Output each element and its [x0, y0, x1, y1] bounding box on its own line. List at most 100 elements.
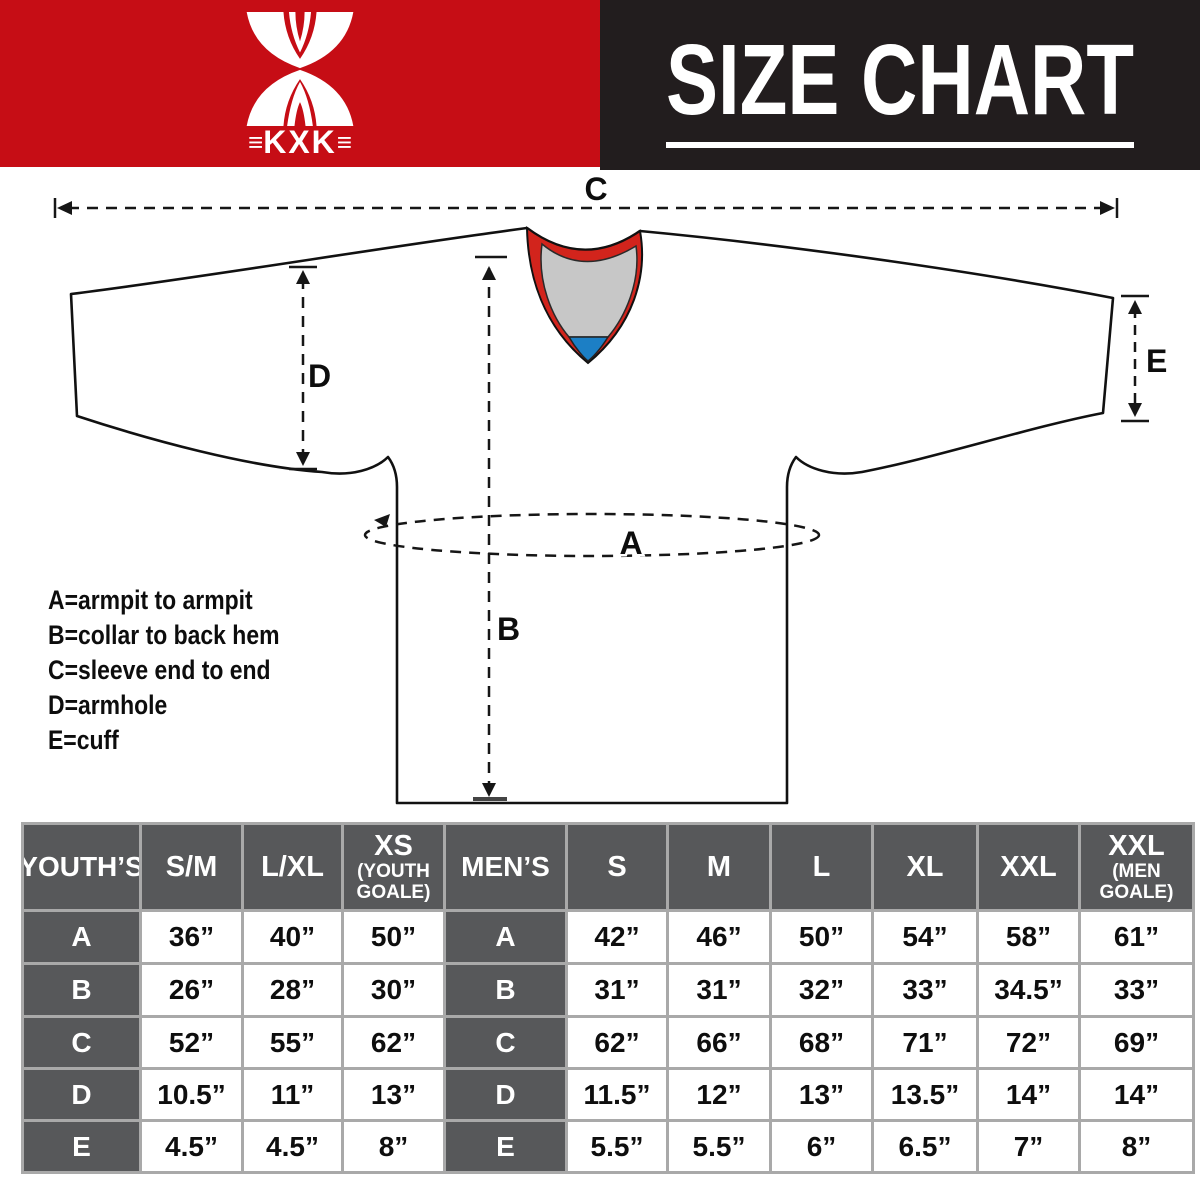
label-b: B [497, 611, 520, 647]
table-cell: 4.5” [142, 1122, 241, 1171]
youth-row-label: D [24, 1070, 139, 1119]
logo-right-tick: ≡ [336, 127, 352, 157]
men-col-header: XXL [979, 825, 1078, 909]
legend-line-b: B=collar to back hem [48, 620, 280, 650]
jersey-diagram: C D B E A [53, 170, 1170, 805]
table-cell: 5.5” [568, 1122, 666, 1171]
e-arrowhead-top [1128, 300, 1142, 314]
youth-table-title: YOUTH’S [24, 825, 139, 909]
size-table: YOUTH’S S/M L/XL XS (YOUTH GOALE) MEN’S … [21, 822, 1195, 1174]
table-cell: 62” [344, 1018, 443, 1067]
table-cell: 11” [244, 1070, 341, 1119]
b-arrowhead-bottom [482, 783, 496, 797]
table-cell: 13” [772, 1070, 871, 1119]
measurement-legend: A=armpit to armpit B=collar to back hem … [48, 583, 280, 758]
brand-panel: ≡KXK≡ [0, 0, 600, 167]
b-arrowhead-top [482, 266, 496, 280]
e-arrowhead-bottom [1128, 403, 1142, 417]
table-cell: 31” [669, 965, 769, 1015]
table-cell: 10.5” [142, 1070, 241, 1119]
brand-wordmark: ≡KXK≡ [248, 126, 352, 158]
table-cell: 33” [1081, 965, 1192, 1015]
legend-line-a: A=armpit to armpit [48, 585, 253, 615]
table-cell: 7” [979, 1122, 1078, 1171]
table-cell: 4.5” [244, 1122, 341, 1171]
table-cell: 5.5” [669, 1122, 769, 1171]
c-arrowhead-left [57, 201, 72, 215]
brand-name: KXK [263, 124, 337, 160]
measure-c-arrow [53, 198, 1119, 218]
a-arrowhead [374, 514, 390, 527]
youth-row-label: C [24, 1018, 139, 1067]
collar-blue-vee [567, 336, 610, 362]
table-cell: 13” [344, 1070, 443, 1119]
collar [525, 225, 644, 365]
table-cell: 8” [344, 1122, 443, 1171]
title-underline [666, 142, 1134, 148]
table-cell: 40” [244, 912, 341, 962]
header-banner: ≡KXK≡ SIZE CHART [0, 0, 1200, 170]
table-cell: 62” [568, 1018, 666, 1067]
table-cell: 32” [772, 965, 871, 1015]
table-cell: 50” [772, 912, 871, 962]
table-cell: 30” [344, 965, 443, 1015]
table-cell: 55” [244, 1018, 341, 1067]
table-cell: 42” [568, 912, 666, 962]
table-cell: 58” [979, 912, 1078, 962]
d-arrowhead-top [296, 270, 310, 284]
table-cell: 36” [142, 912, 241, 962]
men-row-label: B [446, 965, 565, 1015]
table-cell: 69” [1081, 1018, 1192, 1067]
men-col-header: S [568, 825, 666, 909]
measure-d-arrow [289, 265, 317, 471]
d-arrowhead-bottom [296, 452, 310, 466]
men-col-header: XL [874, 825, 976, 909]
table-cell: 72” [979, 1018, 1078, 1067]
legend-line-c: C=sleeve end to end [48, 655, 271, 685]
table-cell: 26” [142, 965, 241, 1015]
table-cell: 14” [1081, 1070, 1192, 1119]
table-cell: 52” [142, 1018, 241, 1067]
youth-row-label: B [24, 965, 139, 1015]
title-block: SIZE CHART [600, 0, 1200, 148]
table-cell: 33” [874, 965, 976, 1015]
table-cell: 68” [772, 1018, 871, 1067]
youth-col-header: L/XL [244, 825, 341, 909]
legend-line-e: E=cuff [48, 725, 119, 755]
table-cell: 28” [244, 965, 341, 1015]
men-table-title: MEN’S [446, 825, 565, 909]
label-c: C [584, 171, 607, 207]
table-cell: 46” [669, 912, 769, 962]
kxk-logo-icon [246, 12, 354, 126]
table-cell: 54” [874, 912, 976, 962]
men-col-header: M [669, 825, 769, 909]
table-cell: 31” [568, 965, 666, 1015]
table-cell: 6.5” [874, 1122, 976, 1171]
label-d: D [308, 358, 331, 394]
youth-row-label: E [24, 1122, 139, 1171]
men-col-header: XXL (MEN GOALE) [1081, 825, 1192, 909]
youth-row-label: A [24, 912, 139, 962]
men-col-header: L [772, 825, 871, 909]
youth-col-header: S/M [142, 825, 241, 909]
collar-inner-gray [540, 242, 638, 338]
c-arrowhead-right [1100, 201, 1115, 215]
table-cell: 71” [874, 1018, 976, 1067]
table-cell: 14” [979, 1070, 1078, 1119]
table-cell: 12” [669, 1070, 769, 1119]
table-cell: 13.5” [874, 1070, 976, 1119]
youth-col-header: XS (YOUTH GOALE) [344, 825, 443, 909]
title-panel: SIZE CHART [600, 0, 1200, 170]
table-cell: 66” [669, 1018, 769, 1067]
table-cell: 11.5” [568, 1070, 666, 1119]
measure-a-ellipse [363, 512, 821, 558]
measure-b-arrow [473, 255, 507, 801]
men-row-label: E [446, 1122, 565, 1171]
page-title: SIZE CHART [666, 24, 1134, 136]
measure-e-arrow [1121, 294, 1149, 423]
table-cell: 50” [344, 912, 443, 962]
men-row-label: D [446, 1070, 565, 1119]
table-cell: 61” [1081, 912, 1192, 962]
logo-left-tick: ≡ [248, 127, 264, 157]
